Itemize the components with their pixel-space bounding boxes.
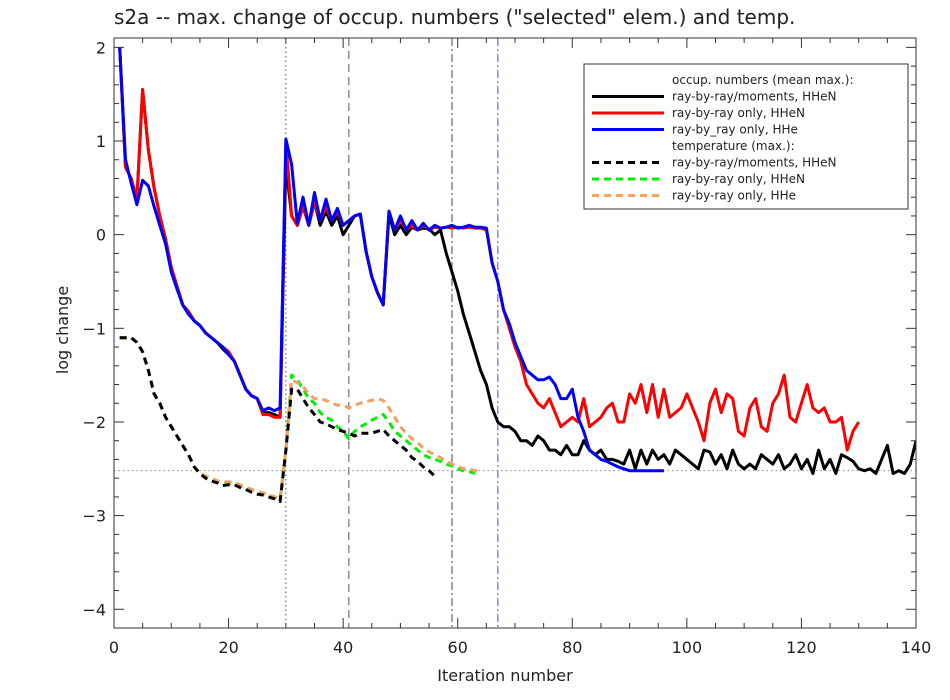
x-tick-label: 0: [109, 638, 119, 657]
y-tick-label: 1: [96, 132, 106, 151]
plot-area: [113, 37, 917, 629]
x-tick-label: 40: [333, 638, 353, 657]
series-line-4: [119, 336, 476, 502]
legend-entry-5: ray-by-ray only, HHe: [672, 189, 796, 203]
legend-entry-0: ray-by-ray/moments, HHeN: [672, 90, 836, 104]
legend-header: temperature (max.):: [672, 139, 795, 153]
series-line-3: [119, 336, 436, 504]
y-axis-label: log change: [53, 286, 72, 374]
chart-title: s2a -- max. change of occup. numbers ("s…: [114, 5, 795, 29]
x-axis-label: Iteration number: [437, 666, 573, 685]
legend-box: [583, 63, 909, 210]
y-tick-label: −3: [82, 507, 106, 526]
x-tick-label: 20: [218, 638, 238, 657]
series-line-5: [119, 336, 481, 501]
y-tick-label: 0: [96, 226, 106, 245]
legend: occup. numbers (mean max.): ray-by-ray/mo…: [583, 63, 909, 210]
legend-entry-3: ray-by-ray/moments, HHeN: [672, 156, 836, 170]
series-line-2: [118, 47, 664, 473]
x-tick-label: 120: [786, 638, 817, 657]
y-tick-label: −1: [82, 319, 106, 338]
axis-ticks: 0 20 40 60 80 100 120 140 −4 −3 −2 −1 0 1 2: [82, 38, 931, 657]
legend-entry-4: ray-by-ray only, HHeN: [672, 172, 805, 186]
x-tick-label: 60: [448, 638, 468, 657]
legend-header: occup. numbers (mean max.):: [672, 73, 854, 87]
x-tick-label: 80: [562, 638, 582, 657]
x-tick-label: 100: [672, 638, 703, 657]
x-tick-label: 140: [901, 638, 932, 657]
legend-entry-2: ray-by_ray only, HHe: [672, 123, 798, 137]
y-tick-label: 2: [96, 38, 106, 57]
legend-entry-1: ray-by-ray only, HHeN: [672, 106, 805, 120]
y-tick-label: −2: [82, 413, 106, 432]
y-tick-label: −4: [82, 600, 106, 619]
